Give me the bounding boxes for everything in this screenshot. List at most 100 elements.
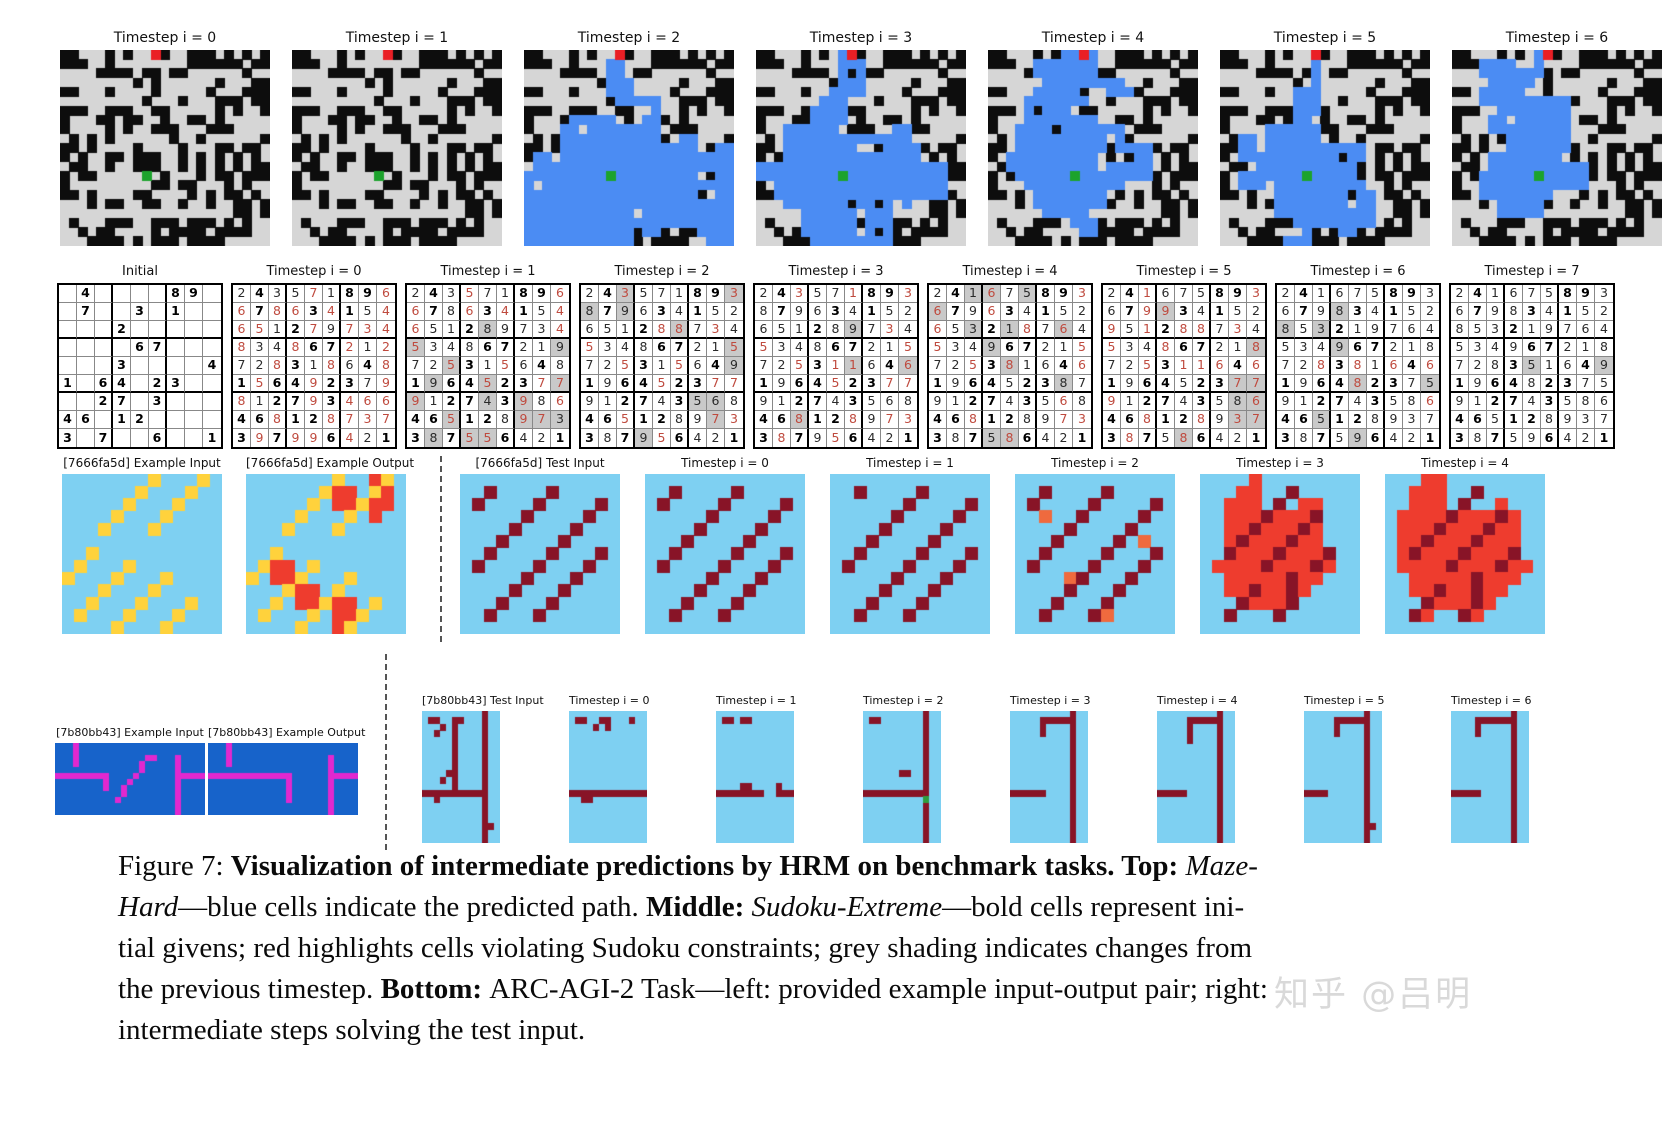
sudoku-cell: 6	[1313, 375, 1331, 393]
sudoku-cell: 4	[983, 375, 1001, 393]
sudoku-cell: 3	[1421, 285, 1439, 303]
sudoku-cell: 2	[707, 429, 725, 447]
sudoku-cell: 4	[1505, 375, 1523, 393]
sudoku-cell: 5	[1175, 375, 1193, 393]
sudoku-cell: 5	[1451, 339, 1469, 357]
sudoku-cell	[77, 429, 95, 447]
arc2-grid-canvas	[716, 711, 794, 843]
sudoku-cell: 7	[1139, 429, 1157, 447]
sudoku-cell: 6	[149, 429, 167, 447]
sudoku-cell	[203, 303, 221, 321]
sudoku-cell: 8	[827, 321, 845, 339]
sudoku-cell: 4	[77, 285, 95, 303]
sudoku-cell: 5	[773, 321, 791, 339]
sudoku-cell: 4	[1577, 357, 1595, 375]
sudoku-cell	[59, 285, 77, 303]
sudoku-cell: 3	[1559, 375, 1577, 393]
sudoku-cell: 7	[1559, 321, 1577, 339]
sudoku-cell: 9	[791, 303, 809, 321]
sudoku-cell: 3	[845, 393, 863, 411]
sudoku-cell: 7	[323, 339, 341, 357]
sudoku-cell: 3	[479, 303, 497, 321]
sudoku-cell: 9	[1367, 321, 1385, 339]
sudoku-cell: 1	[947, 393, 965, 411]
arc2-grid-canvas	[569, 711, 647, 843]
sudoku-cell: 8	[1175, 321, 1193, 339]
sudoku-cell: 6	[1523, 339, 1541, 357]
sudoku-cell: 4	[497, 303, 515, 321]
sudoku-cell: 5	[287, 285, 305, 303]
sudoku-cell: 7	[827, 285, 845, 303]
sudoku-cell: 7	[95, 429, 113, 447]
sudoku-cell: 4	[755, 411, 773, 429]
sudoku-cell: 4	[269, 339, 287, 357]
sudoku-cell: 1	[845, 357, 863, 375]
sudoku-cell: 1	[287, 411, 305, 429]
sudoku-cell: 7	[707, 411, 725, 429]
sudoku-cell: 1	[425, 393, 443, 411]
sudoku-cell: 8	[341, 285, 359, 303]
sudoku-cell: 7	[1421, 411, 1439, 429]
sudoku-cell: 6	[1295, 411, 1313, 429]
sudoku-cell: 5	[1229, 303, 1247, 321]
sudoku-cell: 3	[515, 375, 533, 393]
caption-line: tial givens; red highlights cells violat…	[118, 932, 1253, 964]
sudoku-cell: 4	[791, 339, 809, 357]
sudoku-cell: 1	[533, 339, 551, 357]
sudoku-cell: 6	[377, 393, 395, 411]
sudoku-cell: 2	[1595, 303, 1613, 321]
sudoku-cell: 2	[635, 321, 653, 339]
sudoku-cell: 3	[881, 321, 899, 339]
sudoku-cell: 5	[1523, 357, 1541, 375]
sudoku-cell: 2	[599, 357, 617, 375]
sudoku-cell: 1	[881, 339, 899, 357]
sudoku-cell: 5	[479, 375, 497, 393]
sudoku-cell: 2	[515, 339, 533, 357]
sudoku-cell: 8	[1541, 411, 1559, 429]
sudoku-cell: 5	[581, 339, 599, 357]
sudoku-cell: 4	[1073, 321, 1091, 339]
arc1-grid-canvas	[246, 474, 406, 634]
sudoku-cell: 7	[635, 393, 653, 411]
sudoku-cell: 3	[599, 339, 617, 357]
sudoku-cell: 5	[863, 393, 881, 411]
sudoku-cell	[131, 393, 149, 411]
sudoku-cell: 1	[1277, 375, 1295, 393]
sudoku-cell: 2	[1247, 303, 1265, 321]
sudoku-cell: 4	[479, 393, 497, 411]
sudoku-cell: 1	[443, 321, 461, 339]
sudoku-cell	[167, 357, 185, 375]
sudoku-cell: 3	[725, 411, 743, 429]
sudoku-cell: 5	[1595, 375, 1613, 393]
sudoku-cell: 8	[269, 357, 287, 375]
sudoku-cell: 3	[497, 393, 515, 411]
sudoku-cell: 5	[359, 303, 377, 321]
sudoku-cell: 3	[1001, 303, 1019, 321]
arc1-panel-label: Timestep i = 1	[866, 456, 954, 470]
sudoku-cell	[185, 411, 203, 429]
sudoku-cell: 3	[1073, 411, 1091, 429]
sudoku-cell: 1	[407, 375, 425, 393]
sudoku-cell: 9	[185, 285, 203, 303]
sudoku-cell: 7	[341, 321, 359, 339]
sudoku-cell: 8	[269, 411, 287, 429]
sudoku-cell: 8	[1055, 375, 1073, 393]
sudoku-cell: 1	[269, 321, 287, 339]
sudoku-cell: 8	[599, 429, 617, 447]
sudoku-cell: 7	[1037, 321, 1055, 339]
sudoku-cell: 3	[791, 285, 809, 303]
sudoku-cell: 8	[461, 339, 479, 357]
sudoku-cell: 6	[1247, 393, 1265, 411]
arc2-panel-label: Timestep i = 5	[1304, 694, 1385, 707]
sudoku-cell: 3	[425, 339, 443, 357]
sudoku-cell: 3	[1037, 375, 1055, 393]
arc2-panel-label: Timestep i = 6	[1451, 694, 1532, 707]
sudoku-cell: 7	[1505, 393, 1523, 411]
sudoku-cell: 5	[689, 393, 707, 411]
sudoku-cell	[167, 411, 185, 429]
sudoku-cell: 7	[1121, 303, 1139, 321]
sudoku-cell: 9	[1103, 393, 1121, 411]
